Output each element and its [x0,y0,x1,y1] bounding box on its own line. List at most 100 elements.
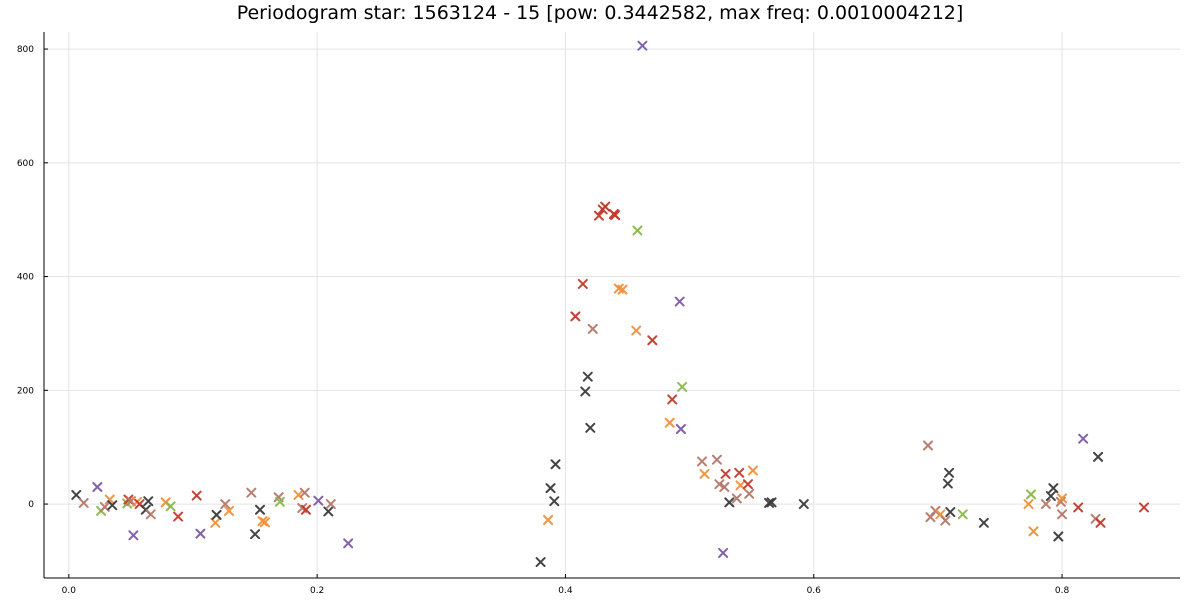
data-point [734,467,745,478]
data-point [165,501,176,512]
data-point [593,210,604,221]
x-tick-label: 0.8 [1055,586,1070,596]
x-tick-label: 0.2 [310,586,324,596]
data-point [724,497,735,508]
data-point [250,529,261,540]
data-point [587,323,598,334]
data-point [313,495,324,506]
data-point [128,530,139,541]
data-point [246,487,257,498]
data-point [343,538,354,549]
chart-title: Periodogram star: 1563124 - 15 [pow: 0.3… [236,2,964,24]
data-point [71,489,82,500]
data-point [582,371,593,382]
data-point [543,514,554,525]
data-point [274,496,285,507]
data-point [744,488,755,499]
y-tick-label: 800 [17,45,34,55]
data-point [549,496,560,507]
data-point [945,507,956,518]
data-point [1073,502,1084,513]
data-point [677,381,688,392]
data-point [299,487,310,498]
data-point [104,494,115,505]
data-point [711,454,722,465]
data-point [957,509,968,520]
data-point [92,482,103,492]
data-point [545,483,556,494]
data-point [699,468,710,479]
data-point [223,505,234,516]
data-point [255,504,266,515]
data-point [300,504,311,515]
data-point [667,394,678,405]
data-point [550,459,561,470]
data-point [1023,499,1034,510]
grid-lines [44,32,1180,578]
data-point [1093,451,1104,462]
data-point [664,417,675,428]
data-point [718,547,729,558]
data-point [940,515,951,526]
data-point [647,335,658,346]
data-point [930,505,941,516]
data-point [674,296,685,307]
data-point [173,511,184,522]
data-point [1045,491,1056,502]
data-point [78,497,89,508]
data-point [731,493,742,504]
data-point [617,284,628,295]
x-tick-label: 0.6 [807,586,822,596]
tick-labels: 0.0 0.2 0.4 0.6 0.8 0 200 400 600 800 [17,45,1070,596]
x-tick-label: 0.0 [62,586,77,596]
data-point [293,489,304,500]
data-point [1057,493,1068,504]
data-point [944,467,955,478]
data-point [766,497,777,508]
data-point [1053,531,1064,542]
data-point [1057,509,1068,520]
data-point [580,386,591,397]
data-point [600,201,611,212]
data-point [325,499,336,510]
data-point [195,528,206,539]
data-point [107,500,118,511]
data-point [145,509,156,520]
data-point [714,479,725,490]
data-point [631,325,642,336]
x-tick-label: 0.4 [558,586,573,596]
axes [43,32,1180,579]
data-point [922,440,933,451]
data-point [143,496,154,507]
data-point [1026,489,1037,500]
data-point [675,423,686,434]
data-point [570,311,581,322]
data-point [764,497,775,508]
data-point [720,468,731,479]
data-point [697,456,708,467]
data-point [1078,433,1089,444]
data-point [585,422,596,433]
data-point [742,479,753,490]
data-point [1048,483,1059,494]
data-point [259,517,270,528]
y-tick-label: 200 [17,386,34,396]
data-point [610,210,621,221]
data-point [220,499,231,510]
data-point [798,499,809,510]
data-point [637,40,648,51]
data-point [978,517,989,528]
data-point [1040,499,1051,510]
data-point [1138,502,1149,513]
data-point [323,506,334,517]
data-point [211,509,222,520]
data-point [210,517,221,528]
y-tick-label: 600 [17,159,34,169]
data-point [535,557,546,568]
data-point [632,225,643,236]
y-tick-label: 400 [17,273,34,283]
data-point [577,278,588,289]
y-tick-label: 0 [28,500,34,510]
